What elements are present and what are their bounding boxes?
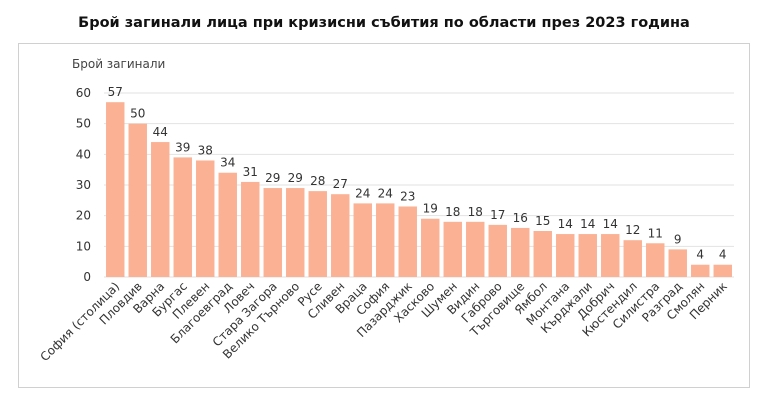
bar bbox=[331, 194, 350, 277]
bar-value-label: 11 bbox=[648, 226, 663, 240]
bar-value-label: 4 bbox=[696, 248, 704, 262]
bar bbox=[488, 224, 507, 277]
y-tick-label: 0 bbox=[83, 270, 91, 284]
bar-value-label: 19 bbox=[423, 202, 438, 216]
bar-value-label: 28 bbox=[310, 174, 325, 188]
bar bbox=[668, 249, 687, 277]
bar bbox=[286, 188, 305, 277]
bar-value-label: 18 bbox=[445, 205, 460, 219]
bar bbox=[691, 264, 710, 277]
bar-value-label: 14 bbox=[603, 217, 618, 231]
bar-value-label: 38 bbox=[198, 143, 213, 157]
bar bbox=[601, 234, 620, 277]
bar-value-label: 14 bbox=[558, 217, 573, 231]
bar bbox=[623, 240, 642, 277]
bar-value-label: 29 bbox=[265, 171, 280, 185]
y-tick-label: 60 bbox=[76, 86, 91, 100]
bar bbox=[713, 264, 732, 277]
category-labels: София (столица)ПловдивВарнаБургасПлевенБ… bbox=[37, 279, 729, 364]
bar-value-label: 29 bbox=[288, 171, 303, 185]
bar-value-label: 18 bbox=[468, 205, 483, 219]
bar-value-label: 23 bbox=[400, 189, 415, 203]
y-tick-label: 30 bbox=[76, 178, 91, 192]
bar bbox=[241, 181, 260, 277]
bar bbox=[308, 191, 327, 277]
y-axis-label: Брой загинали bbox=[72, 57, 165, 71]
bar-value-label: 15 bbox=[535, 214, 550, 228]
bar-value-label: 31 bbox=[243, 165, 258, 179]
bar bbox=[196, 160, 215, 277]
bar-value-label: 57 bbox=[108, 85, 123, 99]
y-axis-ticks: 0 10 20 30 40 50 60 bbox=[76, 86, 91, 284]
bar bbox=[556, 234, 575, 277]
bar bbox=[151, 142, 170, 277]
bar bbox=[128, 123, 147, 278]
y-tick-label: 50 bbox=[76, 117, 91, 131]
bar-value-label: 44 bbox=[153, 125, 168, 139]
bar-value-label: 12 bbox=[625, 223, 640, 237]
bar-value-label: 14 bbox=[580, 217, 595, 231]
bar bbox=[443, 221, 462, 277]
bar-value-label: 24 bbox=[378, 186, 393, 200]
bar-value-label: 4 bbox=[719, 248, 727, 262]
y-tick-label: 40 bbox=[76, 147, 91, 161]
bar bbox=[533, 231, 552, 277]
bar bbox=[218, 172, 237, 277]
bar bbox=[398, 206, 417, 277]
bar bbox=[106, 102, 125, 277]
y-tick-label: 10 bbox=[76, 239, 91, 253]
bar bbox=[173, 157, 192, 277]
bar-value-label: 9 bbox=[674, 232, 682, 246]
chart-frame bbox=[18, 43, 750, 388]
y-tick-label: 20 bbox=[76, 209, 91, 223]
bar-value-label: 39 bbox=[175, 140, 190, 154]
bar bbox=[421, 218, 440, 277]
bar bbox=[511, 227, 530, 277]
chart-title: Брой загинали лица при кризисни събития … bbox=[78, 15, 690, 31]
bar-value-label: 27 bbox=[333, 177, 348, 191]
bars bbox=[106, 102, 732, 278]
bar bbox=[376, 203, 395, 277]
bar bbox=[353, 203, 372, 277]
bar-value-label: 17 bbox=[490, 208, 505, 222]
bar bbox=[578, 234, 597, 277]
bar bbox=[466, 221, 485, 277]
bar bbox=[263, 188, 282, 277]
bar-value-label: 16 bbox=[513, 211, 528, 225]
bar bbox=[646, 243, 665, 277]
bar-value-label: 34 bbox=[220, 156, 235, 170]
bar-value-label: 24 bbox=[355, 186, 370, 200]
bar-value-label: 50 bbox=[130, 107, 145, 121]
